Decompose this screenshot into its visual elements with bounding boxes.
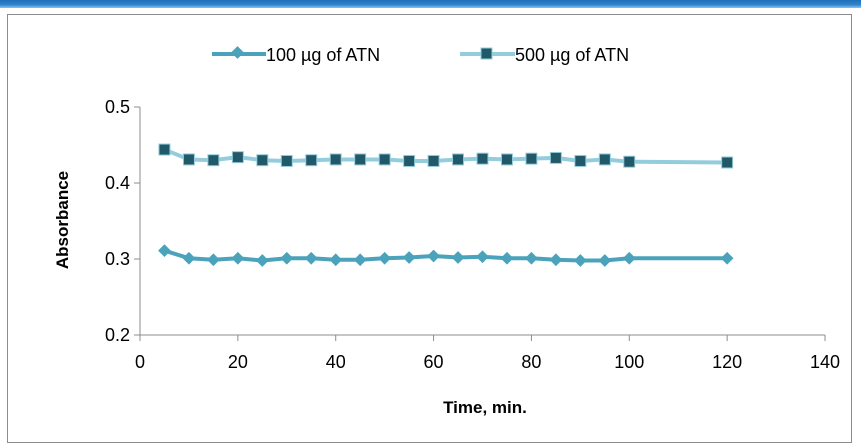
data-point-diamond	[255, 254, 269, 267]
legend-marker-diamond	[231, 46, 244, 59]
data-point-square	[158, 143, 171, 156]
legend: 100 µg of ATN 500 µg of ATN	[212, 45, 629, 65]
data-point-square	[207, 154, 220, 167]
y-tick-label: 0.2	[105, 325, 130, 345]
series-layer	[158, 143, 734, 267]
data-point-diamond	[573, 254, 587, 267]
data-point-square	[598, 153, 611, 166]
data-point-diamond	[598, 254, 612, 267]
data-point-diamond	[329, 253, 343, 267]
data-point-square	[305, 154, 318, 167]
data-point-square	[549, 151, 562, 164]
data-point-diamond	[427, 249, 440, 263]
data-point-square	[525, 152, 538, 165]
data-point-diamond	[304, 251, 318, 265]
data-point-diamond	[451, 251, 465, 264]
data-point-square	[354, 153, 367, 166]
data-point-diamond	[182, 251, 196, 265]
data-point-square	[256, 154, 269, 167]
axes: 0.2 0.3 0.4 0.5 0 20 40 60 80 100 120 140	[105, 97, 840, 372]
data-point-square	[182, 153, 195, 166]
data-point-diamond	[500, 251, 514, 265]
series-line	[163, 147, 728, 165]
x-tick-label: 40	[326, 352, 346, 372]
y-tick-label: 0.3	[105, 249, 130, 269]
data-point-square	[378, 153, 391, 166]
data-point-square	[231, 151, 244, 164]
data-point-square	[574, 154, 587, 167]
data-point-square	[721, 156, 734, 169]
data-point-square	[452, 153, 465, 166]
legend-label-100ug: 100 µg of ATN	[266, 45, 380, 65]
series-line	[163, 248, 728, 263]
data-point-diamond	[280, 251, 294, 265]
x-tick-label: 140	[810, 352, 840, 372]
x-tick-label: 100	[614, 352, 644, 372]
x-axis-title: Time, min.	[443, 398, 527, 417]
data-point-square	[500, 153, 513, 166]
data-point-diamond	[207, 253, 220, 267]
data-point-diamond	[158, 244, 171, 258]
x-tick-label: 20	[228, 352, 248, 372]
legend-entry-100ug: 100 µg of ATN	[212, 45, 380, 65]
data-point-square	[476, 152, 489, 165]
data-point-diamond	[549, 253, 563, 267]
x-tick-label: 0	[135, 352, 145, 372]
data-point-diamond	[476, 250, 489, 264]
data-point-square	[329, 153, 342, 166]
data-point-diamond	[231, 251, 245, 265]
data-point-square	[280, 154, 293, 167]
legend-entry-500ug: 500 µg of ATN	[460, 45, 629, 65]
data-point-diamond	[720, 251, 734, 265]
data-point-diamond	[622, 251, 636, 265]
data-point-square	[427, 154, 440, 167]
y-axis-title: Absorbance	[53, 171, 72, 269]
x-tick-label: 60	[424, 352, 444, 372]
data-point-diamond	[353, 253, 367, 267]
y-tick-label: 0.4	[105, 173, 130, 193]
data-point-diamond	[402, 251, 416, 264]
chart-frame	[7, 14, 852, 443]
data-point-diamond	[525, 251, 538, 265]
x-tick-label: 80	[521, 352, 541, 372]
series-100ug	[158, 244, 734, 267]
top-decorative-band	[0, 0, 861, 8]
legend-marker-square	[480, 47, 493, 60]
series-500ug	[158, 143, 734, 169]
data-point-diamond	[378, 251, 392, 265]
legend-label-500ug: 500 µg of ATN	[515, 45, 629, 65]
data-point-square	[403, 154, 416, 167]
x-tick-label: 120	[712, 352, 742, 372]
y-tick-label: 0.5	[105, 97, 130, 117]
data-point-square	[623, 155, 636, 168]
